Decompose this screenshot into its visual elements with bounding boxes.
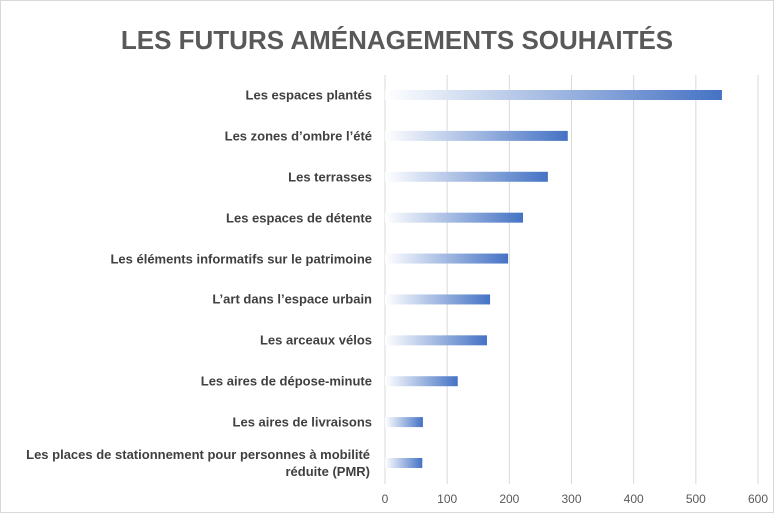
bar	[385, 212, 524, 223]
y-tick-label: Les arceaux vélos	[259, 332, 372, 348]
y-tick-label: Les zones d’ombre l’été	[224, 128, 372, 144]
x-tick-label: 200	[499, 492, 519, 506]
bar	[385, 417, 423, 428]
y-tick-label: Les aires de livraisons	[232, 414, 372, 430]
chart-title: LES FUTURS AMÉNAGEMENTS SOUHAITÉS	[121, 25, 673, 55]
x-tick-label: 100	[437, 492, 457, 506]
y-tick-label: Les terrasses	[288, 169, 372, 185]
y-tick-label: Les aires de dépose-minute	[200, 373, 372, 389]
y-tick-label: Les places de stationnement pour personn…	[26, 447, 370, 479]
x-tick-label: 600	[748, 492, 768, 506]
y-tick-label: Les espaces plantés	[245, 87, 372, 103]
bar	[385, 376, 458, 387]
x-tick-label: 0	[382, 492, 389, 506]
bar	[385, 253, 509, 264]
bar	[385, 294, 491, 305]
bar	[385, 171, 548, 182]
y-tick-label: Les éléments informatifs sur le patrimoi…	[110, 251, 372, 267]
x-tick-label: 300	[561, 492, 581, 506]
bar	[385, 90, 722, 100]
bar	[385, 458, 423, 468]
x-tick-label: 500	[686, 492, 706, 506]
y-tick-label: L’art dans l’espace urbain	[212, 291, 372, 307]
x-tick-label: 400	[624, 492, 644, 506]
y-tick-label: Les espaces de détente	[226, 210, 372, 226]
bar	[385, 335, 487, 346]
bar	[385, 130, 568, 141]
